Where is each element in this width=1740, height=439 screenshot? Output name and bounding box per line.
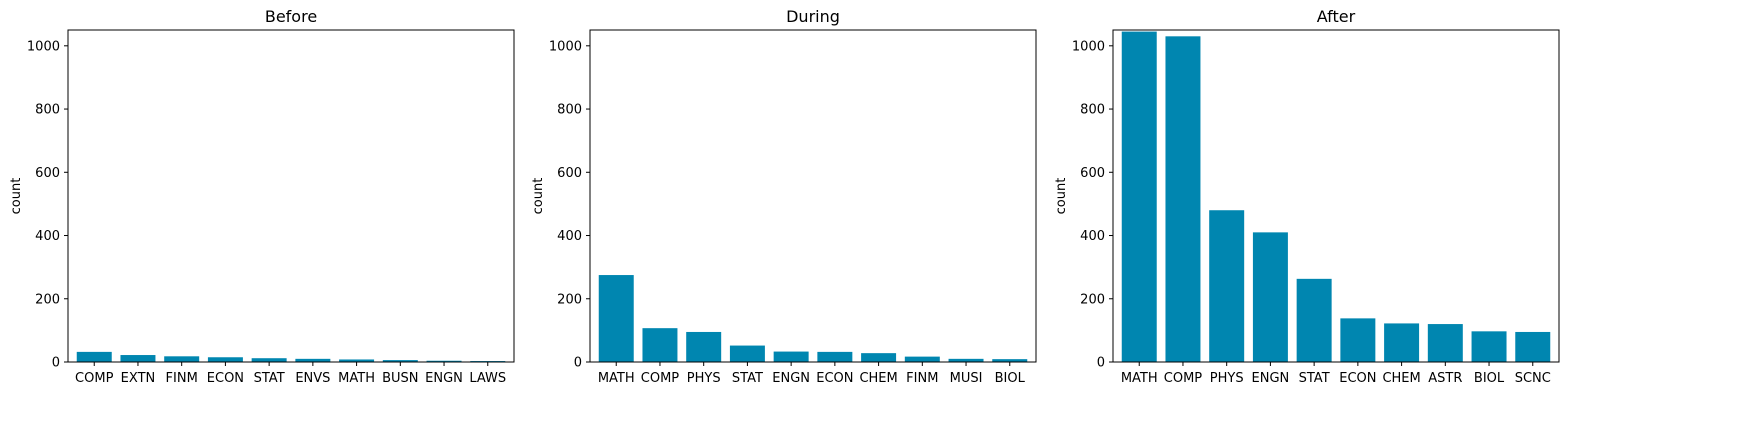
x-tick-label: PHYS bbox=[687, 371, 721, 386]
axes-frame bbox=[67, 29, 515, 363]
x-tick-label: BIOL bbox=[1474, 371, 1505, 386]
bar-math bbox=[339, 359, 375, 362]
x-tick-label: COMP bbox=[641, 371, 680, 386]
bar-chem bbox=[1384, 323, 1420, 362]
y-tick-label: 600 bbox=[35, 166, 60, 181]
bar-math bbox=[598, 275, 634, 362]
chart-panel-before: COMP EXTN FINM ECON STAT ENVS MATH BUSN ENGN LAWS… bbox=[9, 7, 515, 386]
y-tick-label: 800 bbox=[557, 103, 582, 118]
y-tick-label: 0 bbox=[1097, 356, 1105, 371]
y-tick-label: 1000 bbox=[27, 39, 60, 54]
chart-panel-during: MATH COMP PHYS STAT ENGN ECON CHEM FINM MUSI BIOL… bbox=[531, 7, 1037, 386]
x-tick-label: MATH bbox=[598, 371, 635, 386]
x-tick-label: SCNC bbox=[1515, 371, 1551, 386]
y-tick-label: 1000 bbox=[1072, 39, 1105, 54]
y-tick-label: 400 bbox=[557, 229, 582, 244]
x-tick-label: ENVS bbox=[295, 371, 330, 386]
x-tick-label: ECON bbox=[207, 371, 244, 386]
x-tick-label: CHEM bbox=[1382, 371, 1420, 386]
bar-econ bbox=[817, 351, 853, 362]
y-tick-label: 0 bbox=[52, 356, 60, 371]
bar-comp bbox=[1165, 36, 1201, 362]
x-tick-label: ECON bbox=[816, 371, 853, 386]
x-tick-label: STAT bbox=[254, 371, 285, 386]
bar-stat bbox=[251, 358, 287, 362]
x-tick-label: MATH bbox=[1121, 371, 1158, 386]
x-tick-label: STAT bbox=[1299, 371, 1330, 386]
bar-finm bbox=[904, 356, 940, 362]
chart-panel-after: MATH COMP PHYS ENGN STAT ECON CHEM ASTR BIOL SCNC… bbox=[1054, 7, 1560, 386]
bar-econ bbox=[1340, 318, 1376, 362]
bar-biol bbox=[992, 359, 1028, 362]
y-axis-label: count bbox=[1054, 178, 1069, 215]
bar-phys bbox=[1209, 210, 1245, 362]
bar-engn bbox=[773, 351, 809, 362]
bar-envs bbox=[295, 358, 331, 362]
y-tick-label: 200 bbox=[1080, 292, 1105, 307]
bar-comp bbox=[642, 328, 678, 362]
y-tick-label: 200 bbox=[557, 292, 582, 307]
axes-frame bbox=[589, 29, 1037, 363]
y-tick-label: 600 bbox=[1080, 166, 1105, 181]
y-tick-label: 1000 bbox=[549, 39, 582, 54]
bar-busn bbox=[382, 360, 418, 362]
y-tick-label: 800 bbox=[1080, 103, 1105, 118]
x-tick-label: STAT bbox=[732, 371, 763, 386]
bar-musi bbox=[948, 358, 984, 362]
x-tick-label: BUSN bbox=[382, 371, 418, 386]
x-tick-label: COMP bbox=[1164, 371, 1203, 386]
chart-title: During bbox=[786, 7, 840, 26]
x-tick-label: ENGN bbox=[772, 371, 810, 386]
axes-frame bbox=[1112, 29, 1560, 363]
bar-engn bbox=[1252, 232, 1288, 362]
x-tick-label: MATH bbox=[338, 371, 375, 386]
bar-phys bbox=[686, 331, 722, 362]
bar-extn bbox=[120, 355, 156, 362]
y-tick-label: 400 bbox=[35, 229, 60, 244]
y-tick-label: 200 bbox=[35, 292, 60, 307]
x-tick-label: PHYS bbox=[1210, 371, 1244, 386]
y-tick-label: 400 bbox=[1080, 229, 1105, 244]
x-tick-label: ECON bbox=[1339, 371, 1376, 386]
x-tick-label: BIOL bbox=[995, 371, 1026, 386]
bar-stat bbox=[729, 345, 765, 362]
y-tick-label: 0 bbox=[574, 356, 582, 371]
x-tick-label: LAWS bbox=[469, 371, 506, 386]
x-tick-label: MUSI bbox=[950, 371, 983, 386]
x-tick-label: FINM bbox=[906, 371, 938, 386]
x-tick-label: CHEM bbox=[859, 371, 897, 386]
bar-engn bbox=[426, 360, 462, 362]
bar-stat bbox=[1296, 278, 1332, 362]
x-tick-label: ENGN bbox=[1252, 371, 1290, 386]
bar-scnc bbox=[1515, 331, 1551, 362]
bar-finm bbox=[164, 356, 200, 362]
y-tick-label: 800 bbox=[35, 103, 60, 118]
x-tick-label: FINM bbox=[166, 371, 198, 386]
bar-comp bbox=[76, 351, 112, 362]
bar-econ bbox=[207, 357, 243, 362]
x-tick-label: ENGN bbox=[425, 371, 463, 386]
bar-math bbox=[1121, 31, 1157, 363]
bar-astr bbox=[1427, 324, 1463, 362]
chart-title: Before bbox=[265, 7, 317, 26]
x-tick-label: EXTN bbox=[121, 371, 156, 386]
x-tick-label: COMP bbox=[75, 371, 114, 386]
chart-title: After bbox=[1317, 7, 1356, 26]
y-tick-label: 600 bbox=[557, 166, 582, 181]
y-axis-label: count bbox=[531, 178, 546, 215]
y-axis-label: count bbox=[9, 178, 24, 215]
bar-biol bbox=[1471, 331, 1507, 362]
x-tick-label: ASTR bbox=[1428, 371, 1462, 386]
bar-chem bbox=[861, 353, 897, 362]
